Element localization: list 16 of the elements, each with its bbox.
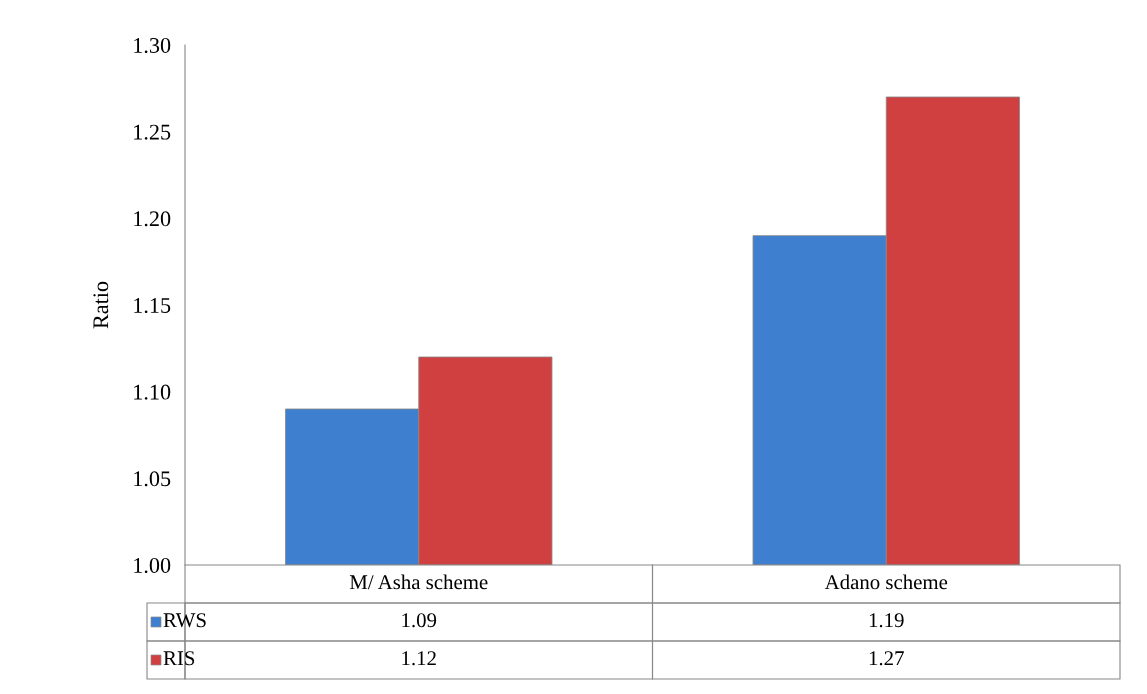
y-tick-label: 1.20 bbox=[134, 211, 171, 227]
data-label: 1.12 bbox=[402, 651, 436, 666]
y-tick-label: 1.00 bbox=[134, 557, 171, 574]
y-tick-label: 1.10 bbox=[134, 384, 171, 400]
y-tick-label: 1.30 bbox=[134, 37, 171, 54]
x-tick-label: M/ Asha scheme bbox=[349, 574, 488, 590]
x-tick-label: Adano scheme bbox=[824, 574, 948, 590]
legend-label: RWS bbox=[163, 613, 206, 628]
y-tick-label: 1.15 bbox=[134, 298, 171, 314]
y-axis-title: Ratio bbox=[93, 281, 109, 329]
data-label: 1.19 bbox=[869, 613, 904, 628]
y-tick-label: 1.05 bbox=[134, 471, 171, 487]
data-label: 1.09 bbox=[402, 613, 437, 628]
y-tick-label: 1.25 bbox=[134, 124, 171, 140]
data-label: 1.27 bbox=[869, 651, 904, 666]
legend-label: RIS bbox=[163, 651, 195, 666]
